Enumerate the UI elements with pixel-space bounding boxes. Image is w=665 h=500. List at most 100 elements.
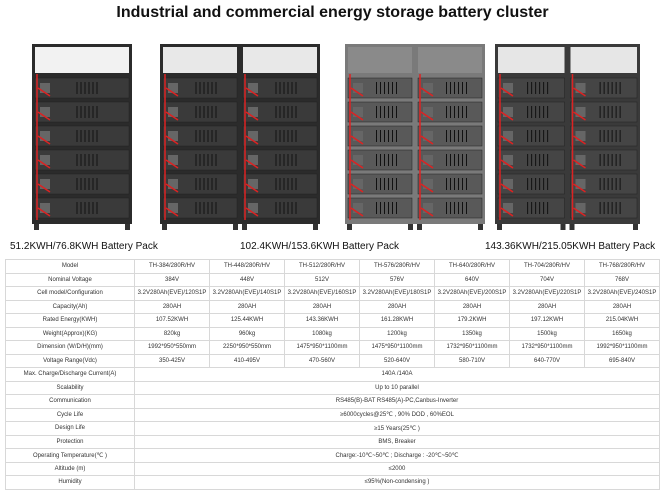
table-row: Nominal Voltage 384V 448V 512V 576V 640V 704V 7… [5,272,660,287]
cell: TH-640/280R/HV [434,259,510,274]
rack-part [420,207,434,217]
cell: 520-640V [359,353,435,368]
table-row: Communication RS485(B)-BAT RS485(A)-PC,Ca… [5,394,660,409]
rack-part [420,183,434,193]
cell: 179.2KWH [434,313,510,328]
rack-part [420,87,434,97]
row-label: Design Life [5,421,135,436]
rack-part [165,207,179,217]
cell: 820kg [134,326,210,341]
row-label: Capacity(Ah) [5,299,135,314]
rack-part [573,159,586,169]
table-row: Weight(Approx)(KG) 820kg 960kg 1080kg 1200kg… [5,326,660,341]
rack-part [353,155,363,165]
rack-part [34,101,130,123]
cell: TH-384/280R/HV [134,259,210,274]
caption: 143.36KWH/215.05KWH Battery Pack [485,241,656,252]
rack-part [168,83,178,93]
cell: 1732*950*1100mm [509,340,585,355]
cell: ≥6000cycles@25℃ , 90% DOD , 60%EOL [134,407,660,422]
cell: 1992*950*1100mm [584,340,660,355]
rack-part [245,111,259,121]
rack-part [560,224,566,230]
rack-part [420,135,434,145]
rack-part [575,131,586,141]
rack-part [575,203,586,213]
cell: 695-840V [584,353,660,368]
cell: TH-512/280R/HV [284,259,360,274]
rack-part [313,224,318,230]
cell: ≤2000 [134,461,660,476]
rack-part [353,131,363,141]
row-label: Nominal Voltage [5,272,135,287]
rack-part [420,111,434,121]
rack-part [37,183,51,193]
rack-part [37,159,51,169]
rack-part [37,87,51,97]
rack-part [40,83,50,93]
cell: 1475*950*1100mm [359,340,435,355]
table-row: Max. Charge/Discharge Current(A) 140A /14… [5,367,660,382]
rack-part [500,183,514,193]
rack-part [500,207,514,217]
cell: 280AH [584,299,660,314]
rack-part [575,155,586,165]
cell: 125.44KWH [209,313,285,328]
rack-part [353,83,363,93]
cell: Charge:-10℃~50℃ ; Discharge : -20℃~50℃ [134,448,660,463]
rack-part [500,87,514,97]
product-images [32,44,640,230]
rack-part [37,135,51,145]
rack-part [248,179,258,189]
rack-part [40,179,50,189]
cell: 215.04KWH [584,313,660,328]
rack-part [503,131,513,141]
rack-part [37,111,51,121]
spec-table: Model TH-384/280R/HV TH-448/280R/HV TH-512/… [5,259,660,490]
rack-part [408,224,413,230]
table-row: Model TH-384/280R/HV TH-448/280R/HV TH-512/… [5,259,660,274]
row-label: Cell model/Configuration [5,286,135,301]
rack-part [34,197,130,219]
rack-part [350,183,364,193]
cell: 3.2V280Ah(EVE)/200S1P [434,286,510,301]
rack-part [248,131,258,141]
row-label: Dimension (W/D/H)(mm) [5,340,135,355]
rack-part [248,155,258,165]
rack-part [168,203,178,213]
cell: 960kg [209,326,285,341]
table-row: Scalability Up to 10 parallel [5,380,660,395]
cell: 1350kg [434,326,510,341]
rack-part [569,224,575,230]
row-label: Altitude (m) [5,461,135,476]
rack-part [245,183,259,193]
cell: 1650kg [584,326,660,341]
caption: 51.2KWH/76.8KWH Battery Pack [10,241,158,252]
cell: 640-770V [509,353,585,368]
rack-part [168,131,178,141]
rack-part [40,155,50,165]
rack-part [34,77,130,99]
row-label: Model [5,259,135,274]
cell: BMS, Breaker [134,434,660,449]
rack-part [245,87,259,97]
table-row: Altitude (m) ≤2000 [5,461,660,476]
cell: 143.36KWH [284,313,360,328]
cell: 280AH [134,299,210,314]
rack-part [353,203,363,213]
rack-part [503,179,513,189]
rack-part [353,107,363,117]
table-row: Dimension (W/D/H)(mm) 1992*950*550mm 2250*… [5,340,660,355]
cell: TH-704/280R/HV [509,259,585,274]
cell: 3.2V280Ah(EVE)/160S1P [284,286,360,301]
cell: TH-768/280R/HV [584,259,660,274]
cell: 384V [134,272,210,287]
table-row: Capacity(Ah) 280AH 280AH 280AH 280AH 280AH 280… [5,299,660,314]
rack-part [350,87,364,97]
cell: ≤95%(Non-condensing ) [134,475,660,490]
rack-part [168,155,178,165]
rack-part [37,207,51,217]
cell: 280AH [509,299,585,314]
cell: 161.28KWH [359,313,435,328]
rack-part [350,111,364,121]
